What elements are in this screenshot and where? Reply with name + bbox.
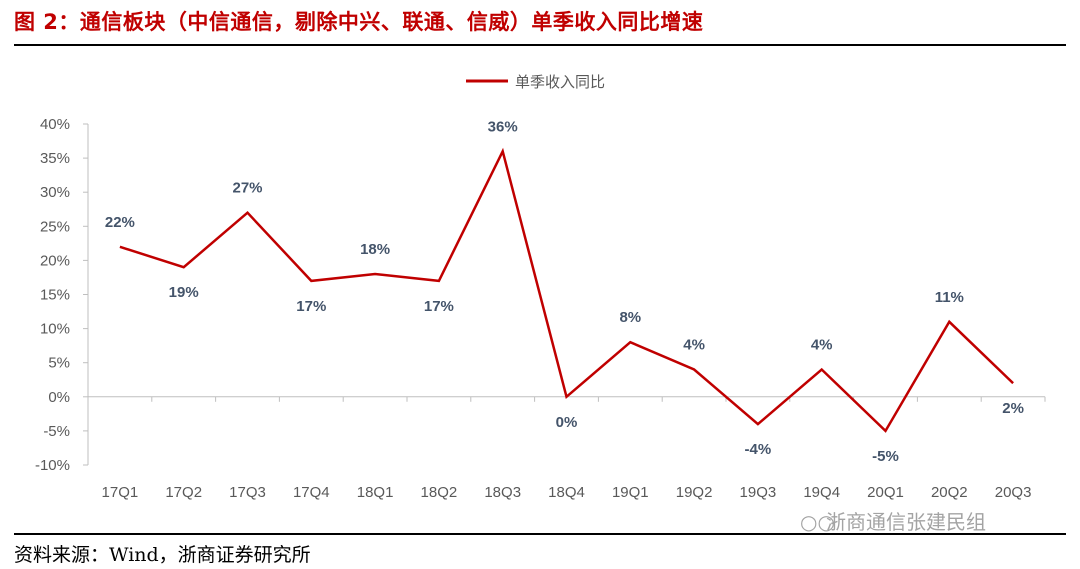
data-label: -4%: [745, 441, 772, 458]
series-line-group: [119, 147, 1014, 433]
series-line: [119, 147, 1014, 433]
data-label: 8%: [619, 309, 641, 326]
data-label: 36%: [488, 118, 518, 135]
title-divider: [14, 44, 1066, 46]
x-tick-label: 18Q4: [548, 484, 585, 501]
legend-label: 单季收入同比: [515, 73, 605, 91]
y-tick-label: -10%: [35, 457, 70, 474]
x-tick-label: 19Q3: [740, 484, 777, 501]
data-label: 0%: [556, 414, 578, 431]
x-tick-label: 19Q4: [803, 484, 840, 501]
x-tick-label: 20Q3: [995, 484, 1032, 501]
y-tick-label: 15%: [40, 287, 70, 304]
data-label: 18%: [360, 241, 390, 258]
y-tick-label: 35%: [40, 150, 70, 167]
watermark-text: 浙商通信张建民组: [826, 510, 986, 534]
y-tick-label: 40%: [40, 116, 70, 133]
wechat-icon: ○○: [800, 510, 835, 534]
data-label: 22%: [105, 214, 135, 231]
data-label: 4%: [811, 337, 833, 354]
x-tick-label: 19Q1: [612, 484, 649, 501]
data-label: -5%: [872, 448, 899, 465]
y-tick-label: 5%: [48, 355, 70, 372]
y-axis-ticks: 40% 35% 30% 25% 20% 15% 10% 5% 0% -5% -10%: [35, 116, 88, 474]
data-label: 19%: [169, 284, 199, 301]
x-tick-label: 18Q3: [484, 484, 521, 501]
data-label: 17%: [296, 298, 326, 315]
data-label: 27%: [232, 180, 262, 197]
data-label: 4%: [683, 337, 705, 354]
data-label: 2%: [1002, 400, 1024, 417]
x-tick-label: 17Q1: [102, 484, 139, 501]
x-tick-label: 17Q3: [229, 484, 266, 501]
y-tick-label: -5%: [43, 423, 70, 440]
data-label: 11%: [935, 289, 964, 306]
y-tick-label: 30%: [40, 184, 70, 201]
data-labels: 22% 19% 27% 17% 18% 17% 36% 0% 8% 4% -4% 4% -5% 11% 2%: [105, 118, 1024, 465]
x-tick-label: 20Q2: [931, 484, 968, 501]
x-tick-label: 17Q2: [165, 484, 202, 501]
figure-title: 图 2：通信板块（中信通信，剔除中兴、联通、信威）单季收入同比增速: [14, 10, 704, 34]
data-label: 17%: [424, 298, 454, 315]
x-tick-label: 18Q2: [421, 484, 458, 501]
legend: 单季收入同比: [466, 73, 605, 91]
y-tick-label: 20%: [40, 252, 70, 269]
x-tick-label: 18Q1: [357, 484, 394, 501]
source-note: 资料来源：Wind，浙商证券研究所: [14, 544, 311, 566]
watermark: ○○浙商通信张建民组: [800, 506, 986, 535]
y-tick-label: 0%: [48, 389, 70, 406]
y-tick-label: 10%: [40, 321, 70, 338]
x-tick-label: 20Q1: [867, 484, 904, 501]
source-divider: [14, 533, 1066, 535]
x-axis-ticks: 17Q1 17Q2 17Q3 17Q4 18Q1 18Q2 18Q3 18Q4 19Q1 19Q2…: [87, 396, 1046, 501]
x-tick-label: 17Q4: [293, 484, 330, 501]
y-tick-label: 25%: [40, 218, 70, 235]
x-tick-label: 19Q2: [676, 484, 713, 501]
